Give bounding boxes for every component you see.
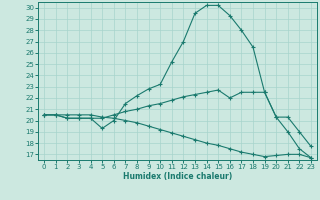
X-axis label: Humidex (Indice chaleur): Humidex (Indice chaleur): [123, 172, 232, 181]
